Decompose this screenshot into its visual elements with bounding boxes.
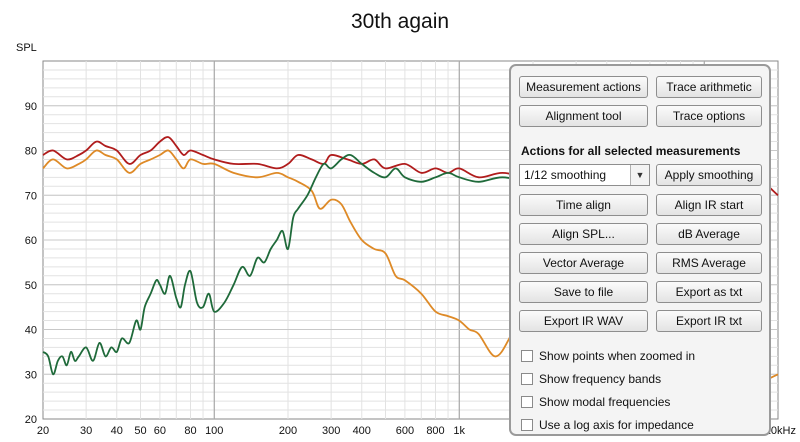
time-align-button[interactable]: Time align [519,194,648,216]
smoothing-select-value: 1/12 smoothing [524,168,607,182]
chart-title: 30th again [350,10,450,33]
trace-arithmetic-button[interactable]: Trace arithmetic [656,76,762,98]
vector-average-button[interactable]: Vector Average [519,252,648,274]
y-axis-label: SPL [16,42,37,54]
y-tick-label: 60 [25,235,37,247]
x-tick-label: 30 [80,425,92,437]
align-ir-start-button[interactable]: Align IR start [656,194,762,216]
y-tick-label: 20 [25,414,37,426]
x-tick-label: 40 [111,425,123,437]
show-points-label: Show points when zoomed in [539,348,696,363]
x-tick-label: 600 [396,425,414,437]
x-tick-label: 20 [37,425,49,437]
y-tick-label: 80 [25,146,37,158]
show-frequency-bands-checkbox[interactable] [521,372,533,385]
show-modal-frequencies-checkbox[interactable] [521,395,533,408]
series-line-3 [42,153,577,376]
x-tick-label: 400 [353,425,371,437]
log-axis-impedance-checkbox[interactable] [521,418,533,431]
x-tick-label: 1k [453,425,465,437]
x-tick-label: 300 [322,425,340,437]
measurement-actions-button[interactable]: Measurement actions [519,76,648,98]
y-tick-label: 70 [25,190,37,202]
show-frequency-bands-label: Show frequency bands [539,371,662,386]
x-tick-label: 50 [134,425,146,437]
x-tick-label: 80 [184,425,196,437]
export-ir-wav-button[interactable]: Export IR WAV [519,310,648,332]
alignment-tool-button[interactable]: Alignment tool [519,105,648,127]
y-tick-label: 90 [25,101,37,113]
x-tick-label: 200 [279,425,297,437]
log-axis-impedance-label: Use a log axis for impedance [539,417,694,432]
section-title: Actions for all selected measurements [521,144,741,158]
y-tick-label: 50 [25,280,37,292]
rms-average-button[interactable]: RMS Average [656,252,762,274]
y-tick-label: 40 [25,325,37,337]
trace-options-button[interactable]: Trace options [656,105,762,127]
control-panel: Measurement actions Trace arithmetic Ali… [509,64,771,436]
x-tick-label: 100 [205,425,223,437]
x-tick-label: 800 [426,425,444,437]
series-line-1 [42,136,779,197]
show-modal-frequencies-option[interactable]: Show modal frequencies [521,394,670,412]
export-ir-txt-button[interactable]: Export IR txt [656,310,762,332]
show-points-option[interactable]: Show points when zoomed in [521,348,695,366]
x-tick-label: 60 [154,425,166,437]
y-tick-label: 30 [25,369,37,381]
save-to-file-button[interactable]: Save to file [519,281,648,303]
export-as-txt-button[interactable]: Export as txt [656,281,762,303]
align-spl-button[interactable]: Align SPL... [519,223,648,245]
x-tick-label: 20kHz [765,425,796,437]
apply-smoothing-button[interactable]: Apply smoothing [656,164,762,186]
show-points-checkbox[interactable] [521,349,533,362]
show-modal-frequencies-label: Show modal frequencies [539,394,671,409]
log-axis-impedance-option[interactable]: Use a log axis for impedance [521,417,694,435]
show-frequency-bands-option[interactable]: Show frequency bands [521,371,661,389]
db-average-button[interactable]: dB Average [656,223,762,245]
dropdown-arrow-icon[interactable]: ▼ [630,165,649,185]
smoothing-select[interactable]: 1/12 smoothing ▼ [519,164,650,186]
